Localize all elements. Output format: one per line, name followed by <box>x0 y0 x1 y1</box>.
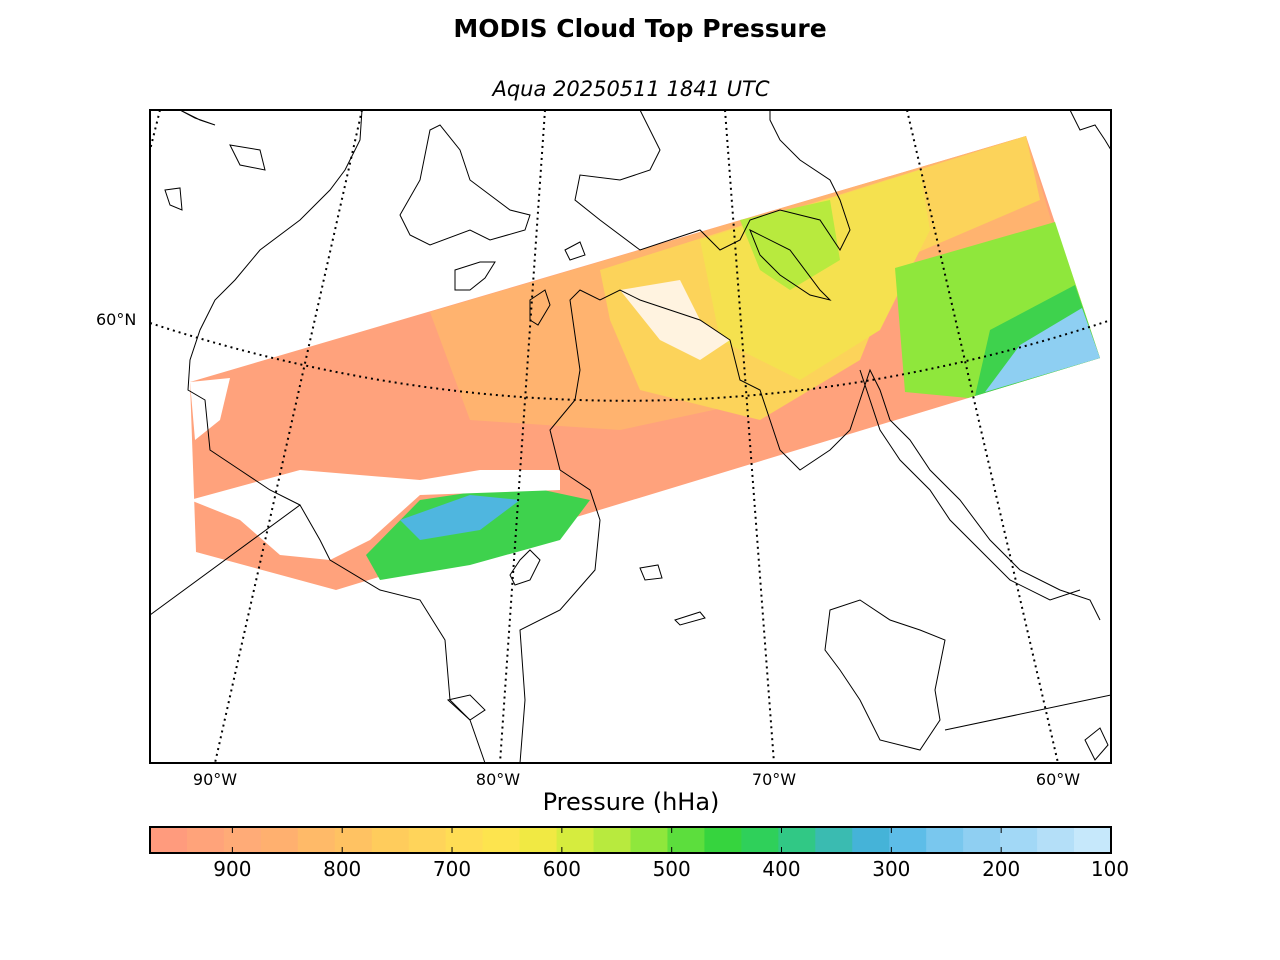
clear-gap-south <box>190 470 560 560</box>
map-frame <box>149 109 1112 764</box>
coast-hudson-bay-west <box>150 504 486 763</box>
colorbar-segment <box>593 827 631 853</box>
colorbar-segment <box>260 827 299 853</box>
colorbar-segment <box>371 827 410 853</box>
coast-newfoundland <box>824 599 946 751</box>
colorbar-segment <box>889 827 927 853</box>
coast-akimiski <box>446 694 486 721</box>
colorbar-segment <box>630 827 668 853</box>
clear-gap-west <box>190 378 230 440</box>
pressure-swath <box>190 136 1100 590</box>
lat-label-60n: 60°N <box>96 310 137 329</box>
colorbar-tick-label: 600 <box>542 857 581 881</box>
colorbar-segment <box>852 827 890 853</box>
meridian-80w <box>499 110 546 763</box>
coast-southwest-islands <box>564 241 586 261</box>
colorbar-segment <box>1074 827 1112 853</box>
lon-label-80w: 80°W <box>475 770 521 789</box>
coast-mansel <box>529 289 551 326</box>
colorbar-tick-label: 900 <box>213 857 252 881</box>
colorbar-tick-label: 300 <box>872 857 911 881</box>
coastlines <box>150 110 1111 763</box>
colorbar-segment <box>1037 827 1075 853</box>
colorbar-segment <box>186 827 225 853</box>
meridian-60w <box>906 110 1059 763</box>
coast-labrador <box>859 369 1081 601</box>
coast-anticosti <box>674 611 706 626</box>
colorbar-segment <box>741 827 779 853</box>
swath-lime-green <box>740 200 840 290</box>
colorbar-segment <box>926 827 964 853</box>
colorbar-frame <box>149 826 1112 854</box>
lon-label-90w: 90°W <box>192 770 238 789</box>
colorbar-segment <box>519 827 558 853</box>
swath-green-south <box>366 485 590 580</box>
colorbar-segments <box>150 827 1112 853</box>
coast-southampton <box>399 124 531 246</box>
swath-blue-east <box>985 308 1100 392</box>
colorbar-segment <box>297 827 336 853</box>
coast-island-east-hudson <box>639 564 663 581</box>
colorbar-segment <box>334 827 373 853</box>
colorbar-segment <box>704 827 742 853</box>
colorbar-label: Pressure (hHa) <box>542 788 720 816</box>
coast-meta-incognita <box>749 228 832 301</box>
plot-subtitle: Aqua 20250511 1841 UTC <box>492 77 770 101</box>
colorbar-tick-label: 100 <box>1090 857 1130 881</box>
lon-label-60w: 60°W <box>1035 770 1081 789</box>
swath-blue-south <box>400 495 520 540</box>
coast-northwest-islands <box>164 110 266 211</box>
coast-greenland-corner <box>1069 110 1111 151</box>
colorbar-tick-label: 500 <box>652 857 691 881</box>
colorbar-segment <box>667 827 705 853</box>
colorbar-segment <box>778 827 816 853</box>
colorbar-tick-label: 200 <box>982 857 1021 881</box>
coast-belcher <box>509 549 541 586</box>
meridian-70w <box>724 110 775 763</box>
coast-southeast-nfld-tip <box>1084 727 1109 761</box>
graticule <box>150 110 1111 763</box>
coast-baffin-island <box>574 110 851 251</box>
plot-title: MODIS Cloud Top Pressure <box>453 14 827 43</box>
border-quebec-ontario <box>944 694 1111 731</box>
meridian-100w <box>150 110 161 151</box>
colorbar-segment <box>963 827 1001 853</box>
colorbar-segment <box>482 827 521 853</box>
lon-label-70w: 70°W <box>751 770 797 789</box>
coast-coats-island <box>454 261 496 291</box>
coast-hudson-bay-west-upper <box>187 110 363 506</box>
colorbar-tick-label: 400 <box>762 857 801 881</box>
colorbar-segment <box>445 827 484 853</box>
colorbar-segment <box>815 827 853 853</box>
colorbar-segment <box>223 827 262 853</box>
colorbar-segment <box>556 827 595 853</box>
colorbar-segment <box>1000 827 1038 853</box>
colorbar-tick-label: 700 <box>432 857 472 881</box>
colorbar-tick-label: 800 <box>323 857 362 881</box>
coast-quebec-east-hudson <box>519 289 1101 763</box>
colorbar-segment <box>150 827 188 853</box>
colorbar-segment <box>408 827 447 853</box>
clear-gap-hudson-strait <box>620 280 730 360</box>
parallel-60n <box>150 319 1111 402</box>
